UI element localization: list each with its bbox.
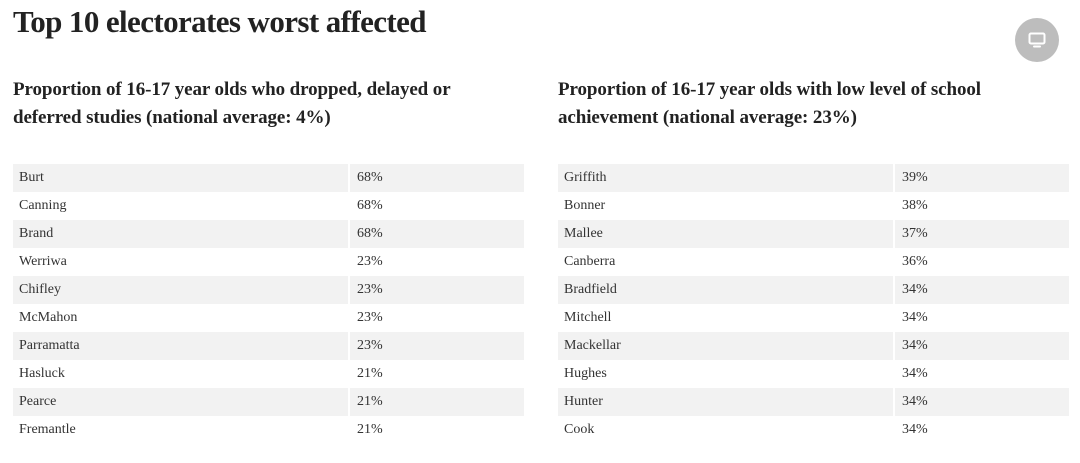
proportion-value-cell: 34% (894, 332, 1069, 360)
proportion-value-cell: 36% (894, 248, 1069, 276)
electorate-name-cell: Chifley (13, 276, 350, 304)
table-row: Pearce 21% (13, 388, 524, 416)
monitor-icon (1028, 32, 1046, 48)
table-row: Canning 68% (13, 192, 524, 220)
proportion-value-cell: 34% (894, 360, 1069, 388)
electorate-name-cell: Bradfield (558, 276, 895, 304)
page-title: Top 10 electorates worst affected (13, 4, 427, 39)
table-row: Werriwa 23% (13, 248, 524, 276)
proportion-value-cell: 34% (894, 304, 1069, 332)
proportion-value-cell: 34% (894, 416, 1069, 444)
electorate-name-cell: Fremantle (13, 416, 350, 444)
table-row: Bonner 38% (558, 192, 1069, 220)
table-row: Mallee 37% (558, 220, 1069, 248)
electorate-name-cell: McMahon (13, 304, 350, 332)
proportion-value-cell: 21% (349, 360, 524, 388)
electorate-name-cell: Pearce (13, 388, 350, 416)
proportion-value-cell: 21% (349, 416, 524, 444)
proportion-value-cell: 39% (894, 164, 1069, 192)
table-row: Chifley 23% (13, 276, 524, 304)
electorate-name-cell: Mallee (558, 220, 895, 248)
table-row: Canberra 36% (558, 248, 1069, 276)
low-achievement-table: Griffith 39% Bonner 38% Mallee 37% Canberra 36%… (558, 164, 1069, 444)
proportion-value-cell: 38% (894, 192, 1069, 220)
table-row: Burt 68% (13, 164, 524, 192)
table-body: Burt 68% Canning 68% Brand 68% Werriwa 23% Chifl… (13, 164, 524, 444)
electorate-name-cell: Hunter (558, 388, 895, 416)
dropped-studies-heading: Proportion of 16-17 year olds who droppe… (13, 76, 523, 132)
table-row: Hunter 34% (558, 388, 1069, 416)
proportion-value-cell: 23% (349, 248, 524, 276)
proportion-value-cell: 34% (894, 276, 1069, 304)
screen-toggle-button[interactable] (1015, 18, 1059, 62)
proportion-value-cell: 23% (349, 332, 524, 360)
proportion-value-cell: 37% (894, 220, 1069, 248)
electorate-name-cell: Cook (558, 416, 895, 444)
proportion-value-cell: 23% (349, 276, 524, 304)
electorate-name-cell: Canberra (558, 248, 895, 276)
table-row: Fremantle 21% (13, 416, 524, 444)
electorate-name-cell: Brand (13, 220, 350, 248)
table-body: Griffith 39% Bonner 38% Mallee 37% Canberra 36%… (558, 164, 1069, 444)
heading-line: achievement (national average: 23%) (558, 107, 857, 128)
table-row: Bradfield 34% (558, 276, 1069, 304)
table-row: Mitchell 34% (558, 304, 1069, 332)
proportion-value-cell: 34% (894, 388, 1069, 416)
low-achievement-heading: Proportion of 16-17 year olds with low l… (558, 76, 1068, 132)
proportion-value-cell: 68% (349, 220, 524, 248)
electorate-name-cell: Griffith (558, 164, 895, 192)
electorate-name-cell: Mitchell (558, 304, 895, 332)
table-row: Parramatta 23% (13, 332, 524, 360)
proportion-value-cell: 23% (349, 304, 524, 332)
electorate-name-cell: Burt (13, 164, 350, 192)
electorate-name-cell: Bonner (558, 192, 895, 220)
electorate-name-cell: Parramatta (13, 332, 350, 360)
proportion-value-cell: 68% (349, 164, 524, 192)
electorate-name-cell: Canning (13, 192, 350, 220)
heading-line: Proportion of 16-17 year olds who droppe… (13, 79, 451, 100)
table-row: Mackellar 34% (558, 332, 1069, 360)
electorate-name-cell: Werriwa (13, 248, 350, 276)
table-row: Cook 34% (558, 416, 1069, 444)
electorate-name-cell: Mackellar (558, 332, 895, 360)
table-row: McMahon 23% (13, 304, 524, 332)
electorate-name-cell: Hasluck (13, 360, 350, 388)
dropped-studies-panel: Proportion of 16-17 year olds who droppe… (13, 76, 524, 444)
table-row: Hughes 34% (558, 360, 1069, 388)
electorate-name-cell: Hughes (558, 360, 895, 388)
proportion-value-cell: 68% (349, 192, 524, 220)
table-row: Brand 68% (13, 220, 524, 248)
table-row: Hasluck 21% (13, 360, 524, 388)
dropped-studies-table: Burt 68% Canning 68% Brand 68% Werriwa 23% Chifl… (13, 164, 524, 444)
proportion-value-cell: 21% (349, 388, 524, 416)
low-achievement-panel: Proportion of 16-17 year olds with low l… (558, 76, 1069, 444)
table-row: Griffith 39% (558, 164, 1069, 192)
heading-line: Proportion of 16-17 year olds with low l… (558, 79, 981, 100)
heading-line: deferred studies (national average: 4%) (13, 107, 331, 128)
